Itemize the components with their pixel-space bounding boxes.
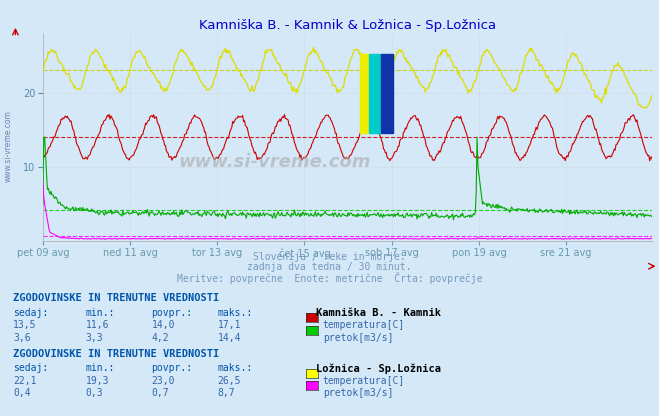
Text: povpr.:: povpr.: bbox=[152, 363, 192, 373]
Text: Slovenija / reke in morje.: Slovenija / reke in morje. bbox=[253, 252, 406, 262]
Text: zadnja dva tedna / 30 minut.: zadnja dva tedna / 30 minut. bbox=[247, 262, 412, 272]
Text: Meritve: povprečne  Enote: metrične  Črta: povprečje: Meritve: povprečne Enote: metrične Črta:… bbox=[177, 272, 482, 285]
Text: ZGODOVINSKE IN TRENUTNE VREDNOSTI: ZGODOVINSKE IN TRENUTNE VREDNOSTI bbox=[13, 349, 219, 359]
Text: 13,5: 13,5 bbox=[13, 320, 37, 330]
Text: 26,5: 26,5 bbox=[217, 376, 241, 386]
Text: sedaj:: sedaj: bbox=[13, 308, 48, 318]
Text: pretok[m3/s]: pretok[m3/s] bbox=[323, 333, 393, 343]
Text: 0,7: 0,7 bbox=[152, 388, 169, 398]
Bar bbox=[360, 54, 369, 133]
Text: maks.:: maks.: bbox=[217, 308, 252, 318]
Text: 17,1: 17,1 bbox=[217, 320, 241, 330]
Text: 0,4: 0,4 bbox=[13, 388, 31, 398]
Text: 14,0: 14,0 bbox=[152, 320, 175, 330]
Text: min.:: min.: bbox=[86, 308, 115, 318]
Text: Kamniška B. - Kamnik: Kamniška B. - Kamnik bbox=[316, 308, 442, 318]
Text: Ložnica - Sp.Ložnica: Ložnica - Sp.Ložnica bbox=[316, 363, 442, 374]
Text: temperatura[C]: temperatura[C] bbox=[323, 320, 405, 330]
Text: sedaj:: sedaj: bbox=[13, 363, 48, 373]
Text: min.:: min.: bbox=[86, 363, 115, 373]
Text: 23,0: 23,0 bbox=[152, 376, 175, 386]
Text: povpr.:: povpr.: bbox=[152, 308, 192, 318]
Text: ZGODOVINSKE IN TRENUTNE VREDNOSTI: ZGODOVINSKE IN TRENUTNE VREDNOSTI bbox=[13, 293, 219, 303]
Text: www.si-vreme.com: www.si-vreme.com bbox=[3, 110, 13, 181]
Text: 11,6: 11,6 bbox=[86, 320, 109, 330]
Text: www.si-vreme.com: www.si-vreme.com bbox=[178, 153, 371, 171]
Text: 14,4: 14,4 bbox=[217, 333, 241, 343]
Text: 22,1: 22,1 bbox=[13, 376, 37, 386]
Bar bbox=[369, 54, 381, 133]
Text: 3,6: 3,6 bbox=[13, 333, 31, 343]
Text: maks.:: maks.: bbox=[217, 363, 252, 373]
Bar bbox=[381, 54, 393, 133]
Text: 0,3: 0,3 bbox=[86, 388, 103, 398]
Text: 3,3: 3,3 bbox=[86, 333, 103, 343]
Text: temperatura[C]: temperatura[C] bbox=[323, 376, 405, 386]
Text: 4,2: 4,2 bbox=[152, 333, 169, 343]
Text: 19,3: 19,3 bbox=[86, 376, 109, 386]
Title: Kamniška B. - Kamnik & Ložnica - Sp.Ložnica: Kamniška B. - Kamnik & Ložnica - Sp.Ložn… bbox=[199, 19, 496, 32]
Text: 8,7: 8,7 bbox=[217, 388, 235, 398]
Text: pretok[m3/s]: pretok[m3/s] bbox=[323, 388, 393, 398]
